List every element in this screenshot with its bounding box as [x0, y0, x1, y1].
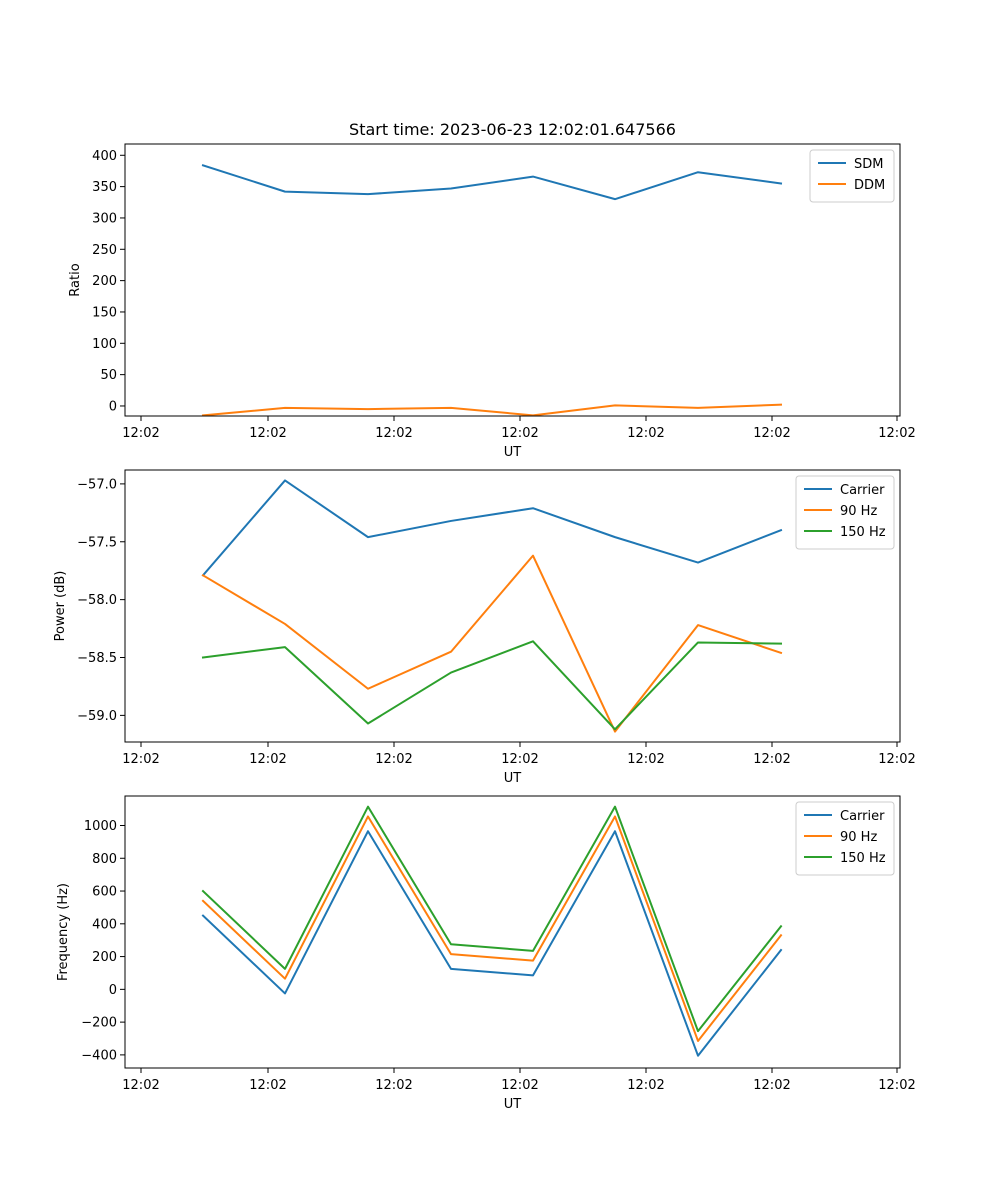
x-tick-label: 12:02 [501, 426, 538, 441]
y-tick-label: −58.5 [77, 651, 117, 666]
y-tick-label: 800 [92, 852, 117, 867]
series-line-carrier [201, 479, 783, 577]
series-line-90-hz [201, 815, 783, 1042]
x-tick-label: 12:02 [501, 1078, 538, 1093]
x-tick-label: 12:02 [249, 426, 286, 441]
y-tick-label: 0 [109, 399, 117, 414]
y-tick-label: 350 [92, 180, 117, 195]
y-tick-label: 50 [100, 368, 117, 383]
x-tick-label: 12:02 [249, 1078, 286, 1093]
series-line-150-hz [201, 805, 783, 1033]
x-axis-label: UT [504, 771, 522, 786]
y-tick-label: 300 [92, 211, 117, 226]
x-tick-label: 12:02 [627, 426, 664, 441]
legend-label: 150 Hz [840, 851, 886, 866]
y-tick-label: 200 [92, 274, 117, 289]
y-tick-label: −57.5 [77, 535, 117, 550]
legend: Carrier 90 Hz 150 Hz [795, 801, 895, 876]
legend-label: 150 Hz [840, 525, 886, 540]
x-axis-label: UT [504, 445, 522, 460]
y-tick-label: 100 [92, 337, 117, 352]
y-axis-label: Ratio [68, 263, 83, 296]
y-tick-label: −59.0 [77, 709, 117, 724]
series-line-ddm [201, 403, 783, 417]
x-tick-label: 12:02 [375, 1078, 412, 1093]
x-tick-label: 12:02 [753, 752, 790, 767]
x-tick-label: 12:02 [627, 1078, 664, 1093]
y-tick-label: 1000 [84, 819, 117, 834]
y-tick-label: 600 [92, 885, 117, 900]
y-tick-label: −200 [81, 1016, 117, 1031]
legend-label: 90 Hz [840, 830, 877, 845]
x-tick-label: 12:02 [878, 1078, 915, 1093]
legend-label: DDM [854, 178, 885, 193]
y-axis-label: Power (dB) [53, 571, 68, 642]
chart-title: Start time: 2023-06-23 12:02:01.647566 [349, 120, 676, 139]
x-tick-label: 12:02 [501, 752, 538, 767]
y-tick-label: −400 [81, 1048, 117, 1063]
y-axis-label: Frequency (Hz) [56, 883, 71, 981]
y-tick-label: 400 [92, 917, 117, 932]
x-tick-label: 12:02 [878, 426, 915, 441]
x-tick-label: 12:02 [249, 752, 286, 767]
x-tick-label: 12:02 [627, 752, 664, 767]
y-tick-label: 400 [92, 149, 117, 164]
axes-frame [124, 469, 901, 743]
series-line-90-hz [201, 554, 783, 733]
chart-panel-2: 12:02 12:02 12:02 12:02 12:02 12:02 12:02 UT −59… [53, 469, 916, 786]
chart-panel-3: 12:02 12:02 12:02 12:02 12:02 12:02 12:02 UT −40… [56, 795, 916, 1112]
chart-panel-1: Start time: 2023-06-23 12:02:01.647566 12… [68, 120, 916, 460]
legend-label: 90 Hz [840, 504, 877, 519]
series-line-carrier [201, 830, 783, 1057]
legend-label: SDM [854, 157, 883, 172]
x-tick-label: 12:02 [122, 1078, 159, 1093]
series-line-150-hz [201, 640, 783, 731]
legend-label: Carrier [840, 809, 885, 824]
x-tick-label: 12:02 [753, 1078, 790, 1093]
y-tick-label: −57.0 [77, 477, 117, 492]
series-line-sdm [201, 164, 783, 201]
legend: SDM DDM [809, 149, 895, 203]
legend-label: Carrier [840, 483, 885, 498]
y-tick-label: 150 [92, 305, 117, 320]
x-tick-label: 12:02 [753, 426, 790, 441]
x-axis-label: UT [504, 1097, 522, 1112]
x-tick-label: 12:02 [375, 426, 412, 441]
axes-frame [124, 795, 901, 1069]
legend: Carrier 90 Hz 150 Hz [795, 475, 895, 550]
y-tick-label: 250 [92, 243, 117, 258]
y-tick-label: 0 [109, 983, 117, 998]
x-tick-label: 12:02 [122, 752, 159, 767]
x-tick-label: 12:02 [878, 752, 915, 767]
axes-frame [124, 143, 901, 417]
x-tick-label: 12:02 [122, 426, 159, 441]
y-tick-label: 200 [92, 950, 117, 965]
x-tick-label: 12:02 [375, 752, 412, 767]
y-tick-label: −58.0 [77, 593, 117, 608]
